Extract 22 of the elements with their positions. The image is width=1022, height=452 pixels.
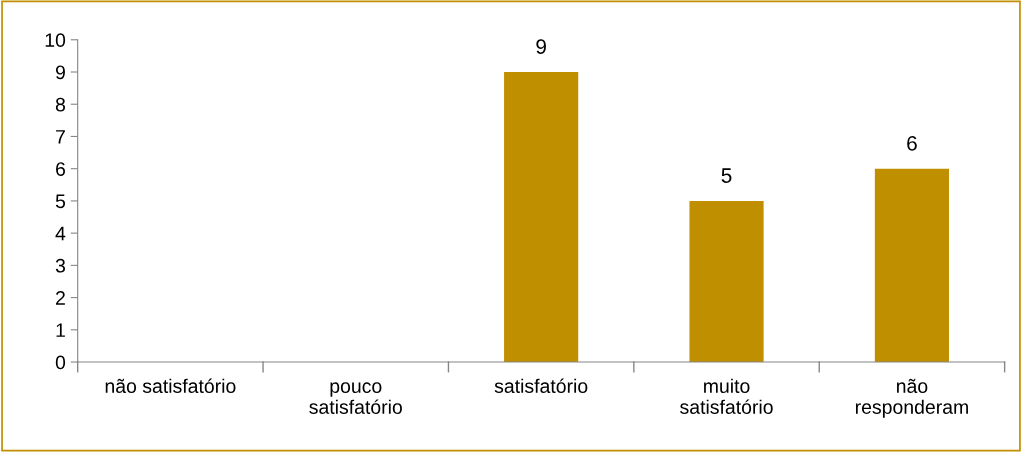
- x-tick-label: não satisfatório: [105, 378, 236, 393]
- x-tick-label: não responderam: [855, 378, 968, 418]
- y-tick-label: 10: [45, 33, 66, 48]
- bar: [689, 200, 764, 363]
- x-tick-label: satisfatório: [494, 378, 588, 393]
- y-tick-label: 8: [55, 97, 66, 112]
- x-tick-label: muito satisfatório: [680, 378, 773, 414]
- y-tick-label: 1: [56, 323, 65, 337]
- y-tick-label: 0: [55, 355, 66, 370]
- y-tick-label: 9: [55, 65, 65, 80]
- x-tick-label: pouco satisfatório: [309, 382, 402, 414]
- data-label: 9: [536, 39, 546, 54]
- y-tick-label: 5: [55, 194, 66, 209]
- y-tick-label: 3: [55, 258, 66, 273]
- data-label: 6: [907, 135, 917, 151]
- bar: [504, 72, 579, 363]
- bar: [874, 168, 950, 363]
- y-tick-label: 2: [56, 291, 65, 305]
- y-tick-label: 4: [55, 226, 66, 241]
- data-label: 5: [721, 168, 732, 183]
- y-tick-label: 7: [56, 130, 65, 144]
- y-tick-label: 6: [56, 162, 66, 176]
